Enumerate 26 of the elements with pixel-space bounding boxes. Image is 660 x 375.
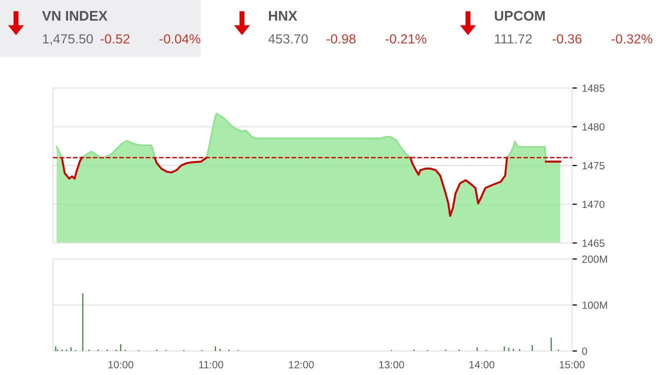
y-tick-label: 1465 [582,240,604,247]
text: HNX [268,11,298,21]
text: VN INDEX [42,11,108,21]
x-tick-label: 11:00 [199,360,224,368]
y-tick-label: 0 [582,348,588,355]
x-tick-label: 14:00 [470,360,494,368]
y-tick-label: 200M [582,256,607,263]
text: 111.72 [495,34,532,44]
y-tick-label: 1485 [582,84,604,92]
y-tick-label: 1475 [582,162,604,170]
text: -0.52 [100,34,130,44]
x-tick-label: 13:00 [379,360,404,368]
y-tick-label: 1470 [582,200,604,208]
text: 1,475.50 [43,34,93,46]
text: -0.98 [326,34,356,44]
y-tick-label: 1480 [582,123,604,131]
text: UPCOM [494,10,545,21]
y-tick-label: 100M [582,302,607,309]
x-tick-label: 12:00 [288,360,314,368]
text: -0.36 [552,34,582,44]
x-tick-label: 10:00 [108,360,134,368]
text: -0.32% [612,34,652,44]
text: 453.70 [268,34,308,44]
x-tick-label: 15:00 [560,360,585,368]
text: -0.21% [386,34,426,44]
text: -0.04% [160,34,200,44]
